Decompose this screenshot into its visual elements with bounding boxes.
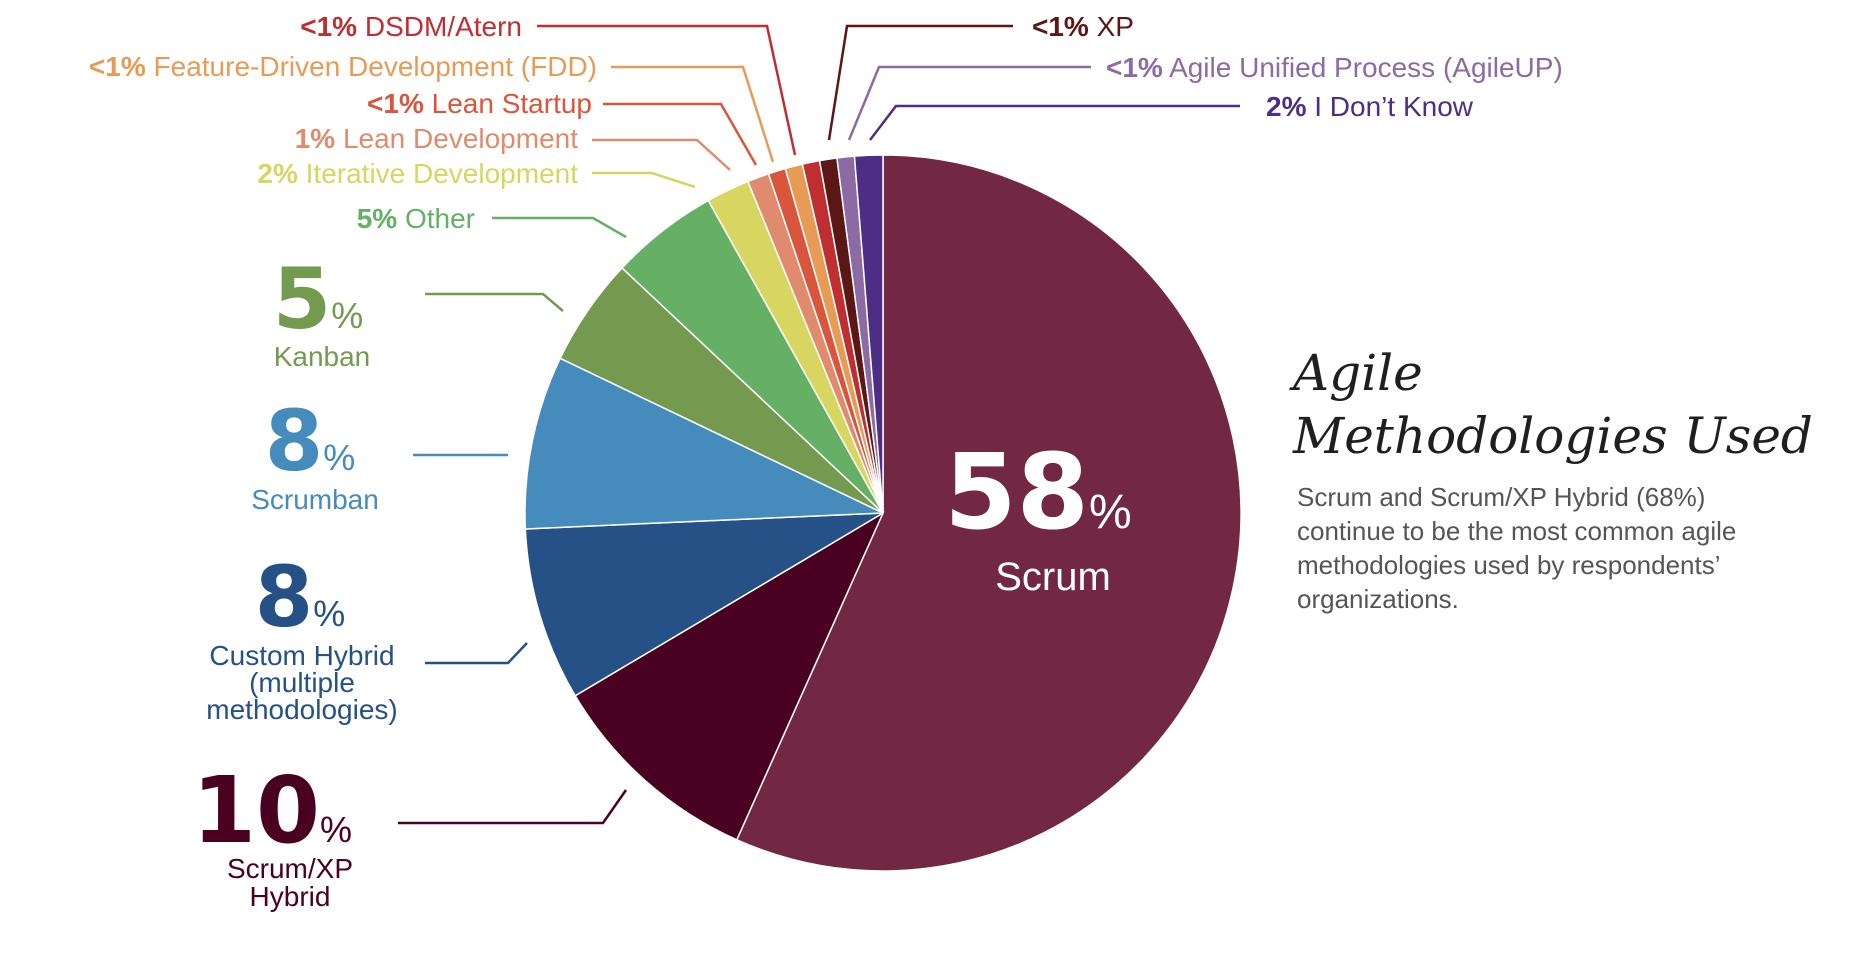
label-kanban-name: Kanban	[274, 341, 371, 372]
description-line4: organizations.	[1297, 584, 1459, 614]
label-iterative-pct: 2%	[257, 158, 298, 189]
small-labels-right: <1% XP <1% Agile Unified Process (AgileU…	[1032, 11, 1563, 122]
label-other-name: Other	[397, 203, 475, 234]
leader-line-dont-know	[869, 104, 1240, 141]
chart-title-line2: Methodologies Used	[1292, 407, 1813, 465]
pie-slice-scrum	[735, 154, 1242, 872]
label-xp: <1% XP	[1032, 11, 1134, 42]
label-agileup: <1% Agile Unified Process (AgileUP)	[1106, 52, 1563, 83]
label-scrum-xp-name1: Scrum/XP	[227, 853, 353, 884]
label-custom-hybrid-number: 8	[255, 548, 313, 646]
label-scrumban-name: Scrumban	[251, 484, 379, 515]
leader-line-xp	[827, 24, 1013, 141]
label-custom-hybrid-name3: methodologies)	[206, 694, 397, 725]
leader-line-custom-hybrid	[425, 642, 528, 665]
label-iterative: 2% Iterative Development	[257, 158, 578, 189]
small-labels-left: 5% Other 2% Iterative Development 1% Lea…	[89, 11, 597, 234]
label-scrumban-number: 8	[265, 392, 323, 490]
label-scrum-pct: %	[1089, 486, 1132, 539]
label-kanban: 5% Kanban	[273, 250, 371, 372]
label-custom-hybrid-pct: %	[313, 593, 345, 634]
label-iterative-name: Iterative Development	[298, 158, 578, 189]
chart-title-line1: Agile	[1289, 344, 1423, 402]
label-dont-know-name: I Don’t Know	[1306, 91, 1473, 122]
leader-line-lean-startup	[603, 102, 758, 166]
svg-text:10%: 10%	[192, 757, 352, 864]
label-fdd: <1% Feature-Driven Development (FDD)	[89, 51, 597, 82]
label-scrum-xp-number: 10	[192, 757, 320, 864]
label-kanban-pct: %	[331, 295, 363, 336]
label-custom-hybrid: 8% Custom Hybrid (multiple methodologies…	[206, 548, 397, 725]
label-other: 5% Other	[357, 203, 475, 234]
label-lean-development: 1% Lean Development	[295, 123, 579, 154]
label-agileup-pct: <1%	[1106, 52, 1163, 83]
label-dont-know: 2% I Don’t Know	[1266, 91, 1474, 122]
pie-slice-scrumban	[524, 357, 884, 530]
svg-text:58%: 58%	[944, 431, 1131, 553]
svg-text:5%: 5%	[273, 250, 363, 348]
label-lean-startup: <1% Lean Startup	[367, 88, 592, 119]
description-line1: Scrum and Scrum/XP Hybrid (68%)	[1297, 482, 1705, 512]
label-dsdm-name: DSDM/Atern	[357, 11, 522, 42]
label-scrumban-pct: %	[323, 437, 355, 478]
label-fdd-pct: <1%	[89, 51, 146, 82]
label-scrum-number: 58	[944, 431, 1089, 553]
label-dont-know-pct: 2%	[1266, 91, 1307, 122]
leader-line-iterative	[592, 171, 696, 189]
leader-line-fdd	[611, 65, 775, 163]
label-kanban-number: 5	[273, 250, 331, 348]
svg-text:8%: 8%	[255, 548, 345, 646]
pie-slices	[524, 154, 1242, 872]
label-agileup-name: Agile Unified Process (AgileUP)	[1163, 52, 1563, 83]
svg-text:8%: 8%	[265, 392, 355, 490]
pie-slice-custom-hybrid-multiple-methodologies	[524, 512, 884, 697]
label-lean-startup-pct: <1%	[367, 88, 424, 119]
leader-line-kanban	[425, 292, 564, 312]
pie-slice-i-don-t-know	[853, 154, 884, 514]
label-fdd-name: Feature-Driven Development (FDD)	[146, 51, 597, 82]
label-custom-hybrid-name2: (multiple	[249, 667, 355, 698]
label-scrum-name: Scrum	[995, 555, 1111, 599]
leader-line-agileup	[847, 65, 1091, 141]
chart-title: Agile Methodologies Used	[1289, 344, 1813, 465]
leader-lines	[398, 24, 1240, 825]
label-lean-development-name: Lean Development	[335, 123, 578, 154]
label-lean-startup-name: Lean Startup	[424, 88, 592, 119]
leader-line-scrum-xp	[398, 789, 628, 825]
description-line2: continue to be the most common agile	[1297, 516, 1736, 546]
leader-line-dsdm	[537, 24, 797, 156]
label-xp-pct: <1%	[1032, 11, 1089, 42]
label-scrum: 58% Scrum	[944, 431, 1131, 599]
label-other-pct: 5%	[357, 203, 398, 234]
label-dsdm-pct: <1%	[300, 11, 357, 42]
chart-description: Scrum and Scrum/XP Hybrid (68%) continue…	[1297, 482, 1736, 614]
leader-line-lean-development	[592, 138, 731, 171]
leader-line-other	[492, 216, 627, 239]
label-custom-hybrid-name1: Custom Hybrid	[209, 640, 394, 671]
label-scrum-xp-pct: %	[320, 809, 352, 850]
description-line3: methodologies used by respondents’	[1297, 550, 1721, 580]
label-scrum-xp-hybrid: 10% Scrum/XP Hybrid	[192, 757, 353, 912]
label-scrumban: 8% Scrumban	[251, 392, 379, 515]
label-dsdm: <1% DSDM/Atern	[300, 11, 522, 42]
pie-slice-scrum-xp-hybrid	[574, 511, 885, 841]
label-scrum-xp-name2: Hybrid	[250, 881, 331, 912]
label-xp-name: XP	[1089, 11, 1134, 42]
label-lean-development-pct: 1%	[295, 123, 336, 154]
